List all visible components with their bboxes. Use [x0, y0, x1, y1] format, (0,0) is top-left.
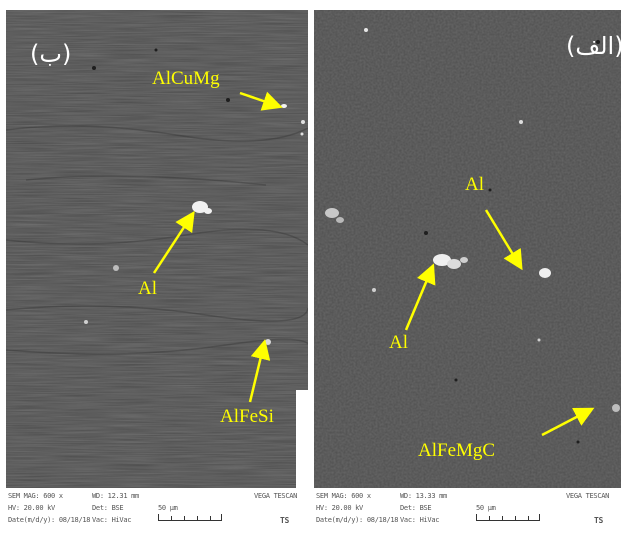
scale-bar-left: [158, 514, 222, 521]
sem-date: Date(m/d/y): 08/18/18: [316, 516, 399, 524]
sem-date: Date(m/d/y): 08/18/18: [8, 516, 91, 524]
scale-bar-right: [476, 514, 540, 521]
brand-label: VEGA TESCAN: [254, 492, 298, 500]
sem-vac: Vac: HiVac: [400, 516, 440, 524]
scale-label: 50 μm: [158, 504, 178, 512]
phase-label-al-left: Al: [138, 278, 157, 299]
sem-mag: SEM MAG: 600 x: [316, 492, 371, 500]
sem-image-right: (الف) Al Al AlFeMgC: [314, 10, 621, 488]
sem-det: Det: BSE: [92, 504, 124, 512]
sem-hv: HV: 20.00 kV: [316, 504, 363, 512]
sem-image-left: (ب) AlCuMg Al AlFeSi: [6, 10, 308, 488]
brand-label: VEGA TESCAN: [566, 492, 610, 500]
sem-mag: SEM MAG: 600 x: [8, 492, 63, 500]
sem-hv: HV: 20.00 kV: [8, 504, 55, 512]
panel-label-b: (ب): [30, 40, 72, 68]
sem-wd: WD: 12.31 mm: [92, 492, 139, 500]
scale-label: 50 μm: [476, 504, 496, 512]
phase-label-alfemgc: AlFeMgC: [418, 440, 496, 461]
phase-label-alcumg: AlCuMg: [152, 68, 220, 89]
sem-det: Det: BSE: [400, 504, 432, 512]
phase-label-al-right-top: Al: [465, 174, 484, 195]
brand-logo: TS: [594, 516, 604, 525]
sem-micrograph-right: [314, 10, 621, 488]
panel-label-alef: (الف): [566, 32, 621, 60]
sem-vac: Vac: HiVac: [92, 516, 132, 524]
sem-footer-right: SEM MAG: 600 x HV: 20.00 kV Date(m/d/y):…: [314, 488, 621, 557]
phase-label-al-right-bottom: Al: [389, 332, 408, 353]
sem-wd: WD: 13.33 mm: [400, 492, 447, 500]
sem-footer-left: SEM MAG: 600 x HV: 20.00 kV Date(m/d/y):…: [6, 488, 308, 557]
brand-logo: TS: [280, 516, 290, 525]
phase-label-alfesi: AlFeSi: [220, 406, 274, 427]
